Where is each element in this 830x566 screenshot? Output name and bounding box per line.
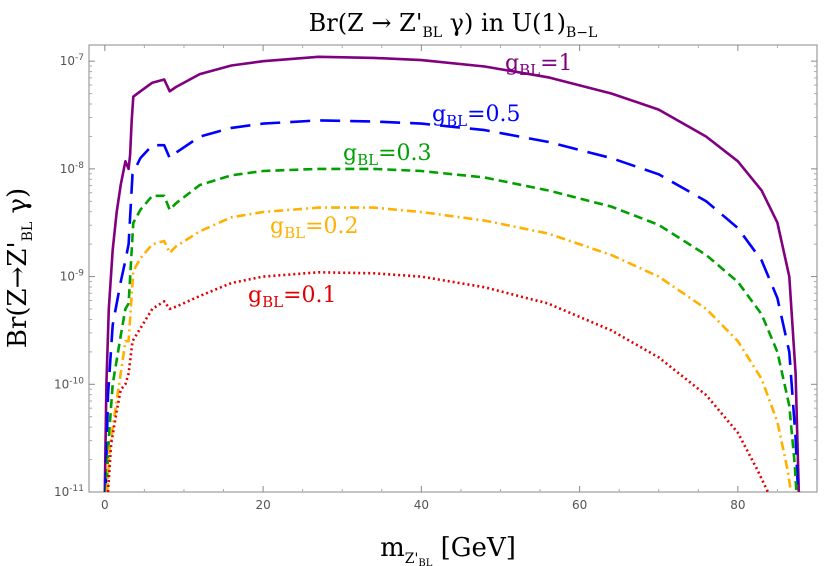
series-label-gbl-0-2: gBL=0.2 bbox=[270, 214, 359, 242]
y-tick-label: 10-9 bbox=[60, 269, 85, 284]
x-tick-label: 40 bbox=[414, 498, 429, 512]
series-label-gbl-1: gBL=1 bbox=[505, 51, 573, 79]
series-label-gbl-0-5: gBL=0.5 bbox=[432, 102, 521, 130]
y-axis-label-tail: γ) bbox=[3, 188, 33, 222]
chart-title-main: Br(Z → Z' bbox=[309, 9, 423, 37]
x-axis-label: mZ'BL [GeV] bbox=[380, 533, 516, 566]
y-axis-label: Br(Z→Z'BL γ) bbox=[3, 188, 36, 348]
plot-frame bbox=[88, 44, 818, 493]
series-label-gbl-0-3: gBL=0.3 bbox=[343, 141, 432, 169]
y-tick-label: 10-11 bbox=[54, 484, 84, 499]
x-axis-label-subsub: BL bbox=[418, 558, 432, 566]
series-line-gbl-1 bbox=[103, 55, 801, 493]
chart-title-sub2: B−L bbox=[566, 25, 597, 41]
series-line-gbl-0-2 bbox=[105, 206, 793, 493]
x-axis-label-tail: [GeV] bbox=[432, 533, 515, 563]
chart-title-mid: γ) in U(1) bbox=[442, 9, 566, 37]
x-axis-label-sub: Z' bbox=[405, 551, 419, 566]
data-series bbox=[103, 55, 801, 493]
y-tick-label: 10-7 bbox=[60, 53, 84, 68]
chart-title: Br(Z → Z'BL γ) in U(1)B−L bbox=[309, 9, 598, 41]
y-tick-label: 10-8 bbox=[60, 161, 85, 176]
axis-ticks: 0 20 40 60 80 10-11 10-10 10-9 10-8 10-7 bbox=[54, 45, 817, 512]
series-line-gbl-0-5 bbox=[104, 119, 800, 493]
x-axis-label-main: m bbox=[380, 533, 405, 563]
y-axis-label-main: Br(Z→Z' bbox=[3, 241, 33, 348]
x-tick-label: 60 bbox=[572, 498, 587, 512]
y-axis-label-sub: BL bbox=[20, 222, 36, 242]
series-line-gbl-0-1 bbox=[106, 271, 770, 493]
y-tick-label: 10-10 bbox=[54, 376, 84, 391]
x-tick-label: 20 bbox=[255, 498, 270, 512]
chart-title-sub1: BL bbox=[422, 25, 442, 41]
series-label-gbl-0-1: gBL=0.1 bbox=[248, 283, 337, 311]
series-line-gbl-0-3 bbox=[105, 167, 798, 493]
x-tick-label: 0 bbox=[101, 498, 109, 512]
x-tick-label: 80 bbox=[730, 498, 745, 512]
